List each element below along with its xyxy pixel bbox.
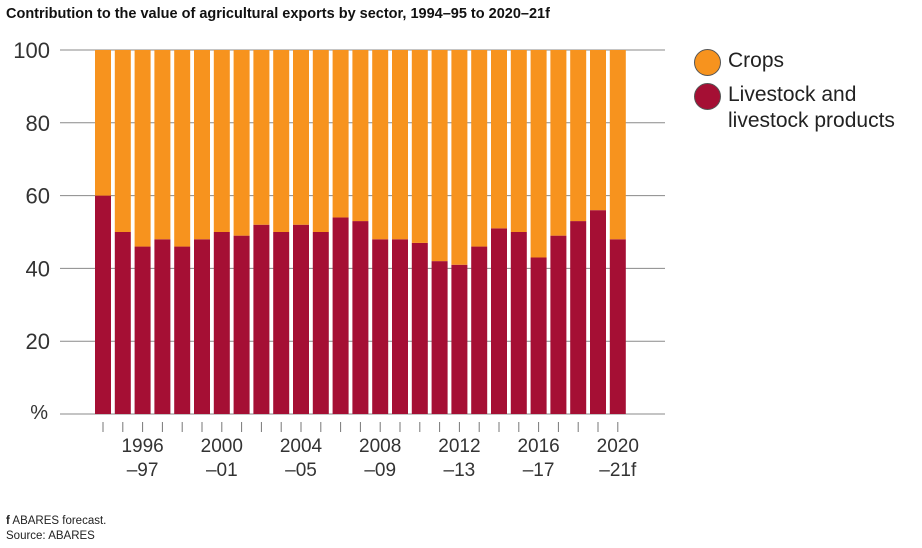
bar-crops-18 [451, 50, 468, 265]
bar-livestock-18 [451, 264, 468, 414]
bar-crops-4 [174, 50, 191, 247]
footnotes: f ABARES forecast. Source: ABARES [6, 514, 106, 544]
bar-crops-19 [471, 50, 488, 247]
bar-livestock-0 [95, 195, 111, 414]
bar-livestock-8 [253, 224, 270, 414]
bar-crops-0 [95, 50, 111, 196]
bar-livestock-17 [431, 261, 448, 414]
x-tick-label-18-line2: –13 [444, 460, 476, 481]
bar-livestock-15 [392, 239, 408, 414]
bar-crops-2 [134, 50, 151, 247]
bar-crops-7 [233, 50, 250, 236]
axes: 100 80 60 40 20% 1996 –97 2000 –01 2004 –05 2008 –09… [13, 38, 639, 481]
x-tick-label-10-line1: 2004 [280, 436, 323, 457]
bar-crops-26 [609, 50, 626, 240]
bar-livestock-13 [352, 221, 369, 414]
bar-crops-20 [491, 50, 507, 229]
bar-livestock-9 [273, 232, 290, 414]
legend-item-livestock: Livestock and livestock products [694, 82, 922, 134]
bar-livestock-12 [332, 217, 349, 414]
x-tick-label-10-line2: –05 [285, 460, 317, 481]
y-tick-label-60: 60 [26, 184, 50, 209]
x-tick-label-14-line1: 2008 [359, 436, 401, 457]
bar-crops-11 [312, 50, 329, 232]
bar-crops-25 [590, 50, 606, 211]
bar-livestock-22 [530, 257, 547, 414]
x-tick-label-14-line2: –09 [364, 460, 396, 481]
legend-label-crops: Crops [728, 49, 785, 72]
bar-crops-16 [411, 50, 428, 243]
bar-livestock-23 [550, 235, 567, 414]
x-tick-label-22-line1: 2016 [517, 436, 559, 457]
bar-livestock-1 [114, 232, 131, 414]
bar-crops-15 [392, 50, 408, 240]
bar-livestock-5 [194, 239, 210, 414]
bar-livestock-21 [510, 232, 527, 414]
bar-livestock-10 [293, 224, 309, 414]
bar-crops-13 [352, 50, 369, 222]
x-tick-label-6-line2: –01 [206, 460, 238, 481]
y-tick-label-100: 100 [13, 38, 50, 63]
legend-item-crops: Crops [694, 48, 922, 76]
chart-title: Contribution to the value of agricultura… [6, 6, 550, 22]
bar-livestock-11 [312, 232, 329, 414]
bar-crops-8 [253, 50, 270, 225]
bar-crops-9 [273, 50, 290, 232]
bar-livestock-19 [471, 246, 488, 414]
bar-crops-17 [431, 50, 448, 262]
x-tick-label-26-line1: 2020 [597, 436, 639, 457]
bar-livestock-14 [372, 239, 389, 414]
bar-livestock-2 [134, 246, 151, 414]
x-tick-label-2-line1: 1996 [121, 436, 163, 457]
forecast-marker: f [6, 515, 10, 527]
bar-crops-21 [510, 50, 527, 232]
crops-swatch-icon [694, 49, 721, 76]
y-tick-label-80: 80 [26, 111, 50, 136]
x-tick-label-26-line2: –21f [599, 460, 637, 481]
stacked-bar-chart: 100 80 60 40 20% 1996 –97 2000 –01 2004 –05 2008 –09… [13, 38, 665, 481]
bars [95, 50, 626, 414]
y-tick-label-40: 40 [26, 256, 50, 281]
source-note: Source: ABARES [6, 530, 95, 542]
x-tick-label-18-line1: 2012 [438, 436, 480, 457]
bar-crops-12 [332, 50, 349, 218]
bar-crops-1 [114, 50, 131, 232]
bar-livestock-3 [154, 239, 171, 414]
x-tick-label-22-line2: –17 [523, 460, 555, 481]
forecast-note: f ABARES forecast. [6, 514, 106, 529]
bar-livestock-6 [213, 232, 230, 414]
livestock-swatch-icon [694, 83, 721, 110]
bar-crops-14 [372, 50, 389, 240]
legend: Crops Livestock and livestock products [694, 48, 922, 142]
bar-livestock-24 [570, 221, 587, 414]
x-tick-label-2-line2: –97 [127, 460, 159, 481]
bar-livestock-25 [590, 210, 606, 414]
bar-livestock-20 [491, 228, 507, 414]
legend-label-livestock: Livestock and livestock products [728, 83, 895, 132]
bar-livestock-26 [609, 239, 626, 414]
forecast-text: ABARES forecast. [12, 515, 107, 527]
bar-crops-24 [570, 50, 587, 222]
bar-crops-22 [530, 50, 547, 258]
y-unit-label: % [30, 402, 48, 424]
bar-crops-3 [154, 50, 171, 240]
bar-crops-6 [213, 50, 230, 232]
y-tick-label-20: 20 [26, 329, 50, 354]
bar-livestock-16 [411, 242, 428, 414]
x-tick-label-6-line1: 2000 [201, 436, 243, 457]
bar-livestock-7 [233, 235, 250, 414]
bar-crops-5 [194, 50, 210, 240]
bar-livestock-4 [174, 246, 191, 414]
bar-crops-10 [293, 50, 309, 225]
bar-crops-23 [550, 50, 567, 236]
